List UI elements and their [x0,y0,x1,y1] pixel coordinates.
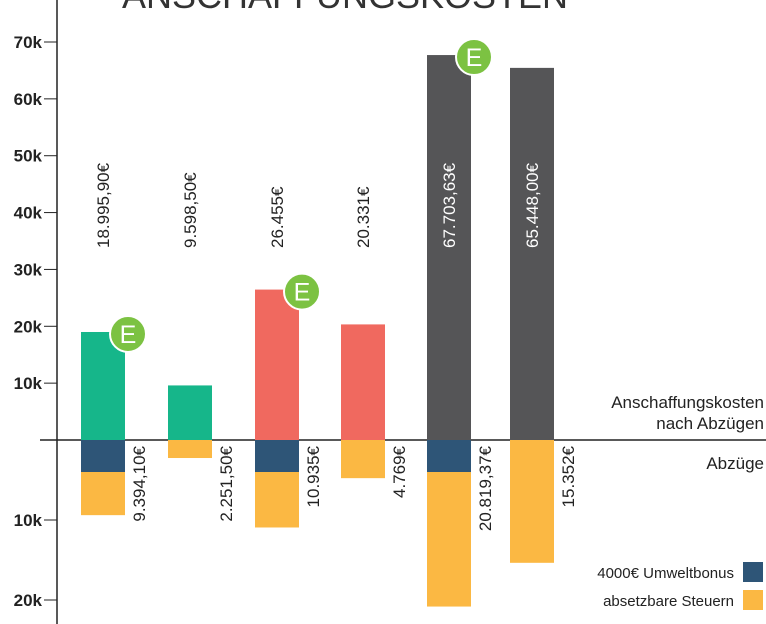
deduction-bar [341,440,385,479]
value-label: 20.331€ [354,186,373,248]
legend-label: 4000€ Umweltbonus [597,565,734,582]
bar [427,55,471,440]
deduction-bar [81,440,125,472]
value-label: 26.455€ [268,186,287,248]
value-label: 65.448,00€ [523,162,542,248]
y-tick-label: 30k [14,260,43,279]
chart-title: ANSCHAFFUNGSKOSTEN [122,0,568,16]
badge [455,38,493,77]
y-tick-label: 10k [14,374,43,393]
bar [510,67,554,440]
deduction-bar [255,472,299,528]
deduction-label: 10.935€ [304,445,323,507]
y-tick-label: 40k [14,204,43,223]
y-tick-label: 60k [14,90,43,109]
deduction-bar [427,472,471,607]
deduction-label: 15.352€ [559,445,578,507]
deduction-bar [81,472,125,516]
positive-label: Anschaffungskosten [611,393,764,412]
y-tick-label: 20k [14,317,43,336]
badge-label: E [466,44,483,72]
positive-label: nach Abzügen [656,414,764,433]
y-tick-label: 50k [14,147,43,166]
deduction-label: 4.769€ [390,445,409,498]
value-label: 9.598,50€ [181,172,200,248]
bar [81,331,125,440]
legend-swatch [743,590,763,610]
legend-label: absetzbare Steuern [603,593,734,610]
negative-label: Abzüge [706,454,764,473]
bar [255,289,299,440]
badge [283,272,321,311]
deduction-bar [168,440,212,459]
legend-swatch [743,562,763,582]
bar [168,385,212,440]
deduction-label: 20.819,37€ [476,445,495,531]
deduction-bar [255,440,299,472]
deduction-bar [427,440,471,472]
badge-label: E [294,279,311,307]
bar [341,324,385,440]
deduction-bar [510,440,554,563]
y-tick-label: 70k [14,33,43,52]
badge [109,314,147,353]
y2-tick-label: 10k [14,511,43,530]
y2-tick-label: 20k [14,591,43,610]
value-label: 67.703,63€ [440,162,459,248]
deduction-label: 9.394,10€ [130,445,149,521]
value-label: 18.995,90€ [94,162,113,248]
deduction-label: 2.251,50€ [217,445,236,521]
badge-label: E [120,321,137,349]
